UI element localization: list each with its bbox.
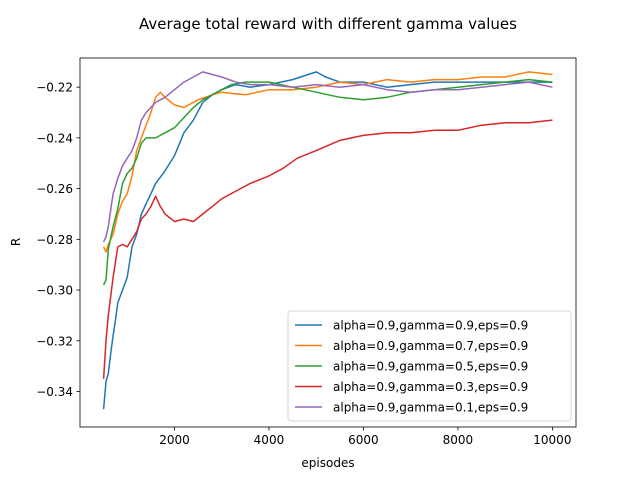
y-tick-label: −0.32: [36, 334, 73, 348]
y-axis-label: R: [9, 238, 23, 246]
y-tick-label: −0.24: [36, 131, 73, 145]
series-line-4: [102, 119, 553, 379]
plot-frame: [79, 57, 577, 428]
legend: alpha=0.9,gamma=0.9,eps=0.9 alpha=0.9,gam…: [287, 310, 572, 422]
y-tick-label: −0.30: [36, 284, 73, 298]
x-axis-label: episodes: [301, 456, 354, 470]
series-layer: [102, 71, 553, 410]
series-line-2: [102, 71, 553, 253]
x-tick-label: 8000: [443, 433, 474, 447]
y-tick-label: −0.26: [36, 182, 73, 196]
legend-label: alpha=0.9,gamma=0.1,eps=0.9: [333, 401, 528, 415]
chart-title: Average total reward with different gamm…: [139, 15, 517, 33]
y-tick-label: −0.28: [36, 233, 73, 247]
x-tick-label: 4000: [254, 433, 285, 447]
y-axis: −0.34 −0.32 −0.30 −0.28 −0.26 −0.24 −0.22: [36, 81, 80, 399]
x-tick-label: 2000: [159, 433, 190, 447]
series-line-5: [102, 71, 553, 243]
y-tick-label: −0.22: [36, 81, 73, 95]
legend-label: alpha=0.9,gamma=0.7,eps=0.9: [333, 339, 528, 353]
x-tick-label: 6000: [348, 433, 379, 447]
series-line-1: [102, 71, 553, 410]
x-axis: 2000 4000 6000 8000 10000: [159, 427, 571, 447]
legend-label: alpha=0.9,gamma=0.3,eps=0.9: [333, 380, 528, 394]
legend-label: alpha=0.9,gamma=0.5,eps=0.9: [333, 360, 528, 374]
legend-box: [287, 310, 572, 422]
x-tick-label: 10000: [533, 433, 571, 447]
y-tick-label: −0.34: [36, 385, 73, 399]
legend-label: alpha=0.9,gamma=0.9,eps=0.9: [333, 319, 528, 333]
